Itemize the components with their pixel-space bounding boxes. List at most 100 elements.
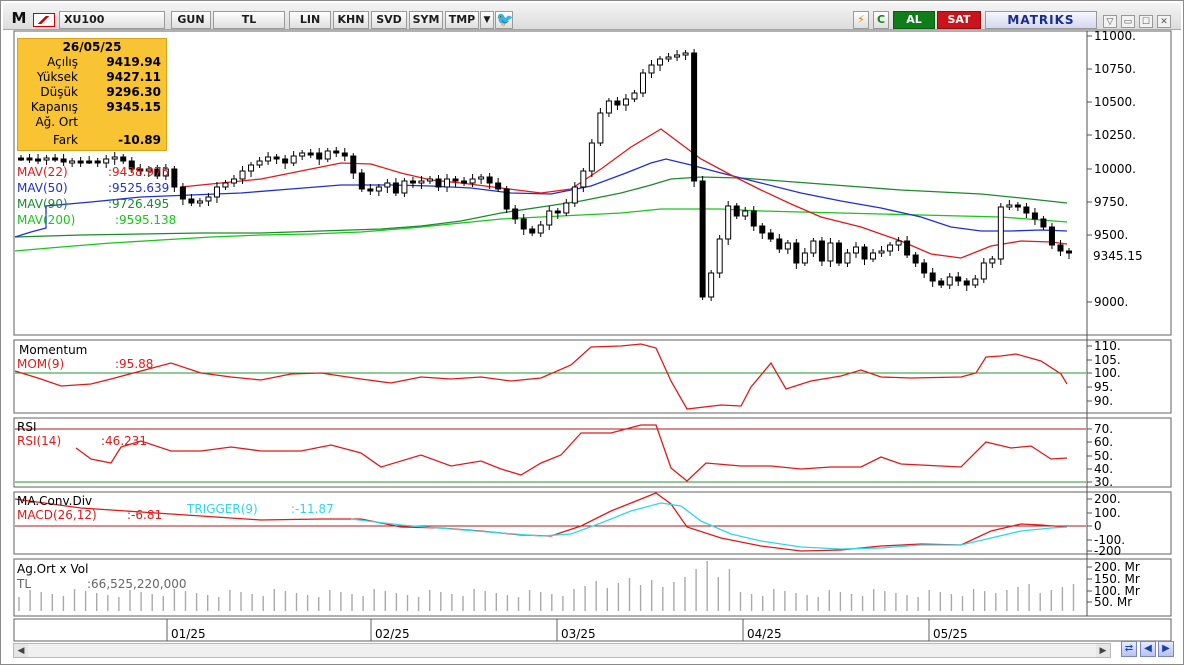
candle-body [827, 242, 834, 262]
macd-panel[interactable] [13, 491, 1172, 555]
svd-button[interactable]: SVD [371, 11, 407, 29]
x-tick-label: 05/25 [933, 627, 968, 641]
maximize-icon[interactable]: ☐ [1139, 15, 1153, 28]
last-price-label: 9345.15 [1093, 249, 1143, 263]
buy-button[interactable]: AL [893, 11, 935, 29]
close-icon[interactable]: ✕ [1157, 15, 1171, 28]
candle-body [324, 150, 331, 160]
candle-body [111, 156, 118, 160]
price-tick-label: 9000. [1094, 295, 1128, 309]
price-panel[interactable] [13, 30, 1172, 336]
mav50-label: MAV(50) [17, 181, 68, 195]
candle-body [759, 225, 766, 234]
candle-body [725, 205, 732, 240]
mav200-label: MAV(200) [17, 213, 76, 227]
candle-body [26, 157, 33, 161]
trigger-line [350, 502, 1068, 550]
candle-body [929, 272, 936, 282]
candle-body [648, 64, 655, 74]
candle-body [239, 170, 246, 180]
candle-body [120, 156, 127, 162]
open-value: 9419.94 [106, 55, 161, 69]
volume-title: Ag.Ort x Vol [17, 562, 89, 576]
candle-body [520, 218, 527, 230]
mav90-line [14, 176, 1068, 238]
period-button[interactable]: GUN [171, 11, 211, 29]
candle-body [563, 202, 570, 214]
candle-body [844, 252, 851, 264]
candle-body [852, 246, 859, 254]
close-label: Kapanış [30, 100, 78, 114]
weighted-avg-label: Ağ. Ort [35, 115, 78, 129]
mav200-line [14, 208, 1068, 252]
matriks-logo: M [11, 9, 27, 27]
momentum-tick-label: 110. [1094, 339, 1121, 353]
rsi-legend: RSI(14):46.231 [17, 434, 147, 448]
candle-body [665, 56, 672, 60]
horizontal-scrollbar[interactable]: ◀ ▶ [13, 643, 1111, 658]
scroll-left-icon[interactable]: ◀ [14, 644, 28, 657]
volume-panel[interactable] [13, 558, 1172, 617]
linear-scale-button[interactable]: LIN [289, 11, 331, 29]
candle-body [69, 160, 76, 164]
dropdown-icon[interactable]: ▽ [1103, 15, 1117, 28]
price-y-axis: 11000. 10750. 10500. 10250. 10000. 9750. 9500.… [1087, 29, 1136, 309]
symbol-selector[interactable]: XU100 [59, 11, 165, 29]
candle-body [1006, 204, 1013, 208]
lightning-icon[interactable]: ⚡ [853, 11, 869, 29]
symbol-chart-icon[interactable] [33, 13, 55, 27]
candle-body [94, 160, 101, 164]
rsi-value: :46.231 [101, 434, 148, 448]
candle-body [452, 178, 459, 182]
candle-body [742, 210, 749, 217]
x-axis: 01/25 02/25 03/25 04/25 05/25 [166, 619, 968, 641]
sell-button[interactable]: SAT [937, 11, 981, 29]
twitter-icon[interactable]: 🐦 [495, 11, 514, 29]
volume-unit: TL [17, 577, 32, 591]
momentum-panel[interactable] [13, 339, 1172, 414]
candle-body [921, 262, 928, 274]
khn-button[interactable]: KHN [333, 11, 369, 29]
price-tick-label: 11000. [1094, 29, 1136, 43]
currency-button[interactable]: TL [213, 11, 285, 29]
nav-right-icon[interactable]: ▶ [1158, 641, 1174, 657]
candle-body [571, 186, 578, 204]
rsi-panel[interactable] [13, 417, 1172, 488]
trigger-value: :-11.87 [291, 502, 334, 516]
nav-left-icon[interactable]: ◀ [1140, 641, 1156, 657]
candle-body [605, 100, 612, 114]
matriks-brand-button[interactable]: MATRIKS [985, 11, 1097, 29]
candle-body [137, 168, 144, 172]
candle-body [35, 158, 42, 162]
candle-body [469, 178, 476, 184]
candle-body [426, 178, 433, 182]
candle-body [767, 232, 774, 240]
candle-body [282, 158, 289, 164]
low-label: Düşük [40, 85, 78, 99]
mav90-label: MAV(90) [17, 197, 68, 211]
candle-body [597, 112, 604, 144]
candle-body [213, 186, 220, 198]
momentum-tick-label: 105. [1094, 353, 1121, 367]
macd-legend: MACD(26,12):-6.81 [17, 508, 162, 522]
sym-button[interactable]: SYM [409, 11, 443, 29]
momentum-value: :95.88 [115, 357, 154, 371]
scroll-right-icon[interactable]: ▶ [1096, 644, 1110, 657]
open-label: Açılış [47, 55, 78, 69]
momentum-line [14, 343, 1068, 410]
candle-body [614, 100, 621, 106]
candle-body [682, 52, 689, 56]
minimize-icon[interactable]: ▭ [1121, 15, 1135, 28]
candle-body [870, 252, 877, 260]
macd-tick-label: 100. [1094, 506, 1121, 520]
refresh-icon[interactable]: C [873, 11, 889, 29]
high-value: 9427.11 [106, 70, 161, 84]
candle-body [835, 242, 842, 264]
x-tick-label: 04/25 [747, 627, 782, 641]
sync-icon[interactable]: ⇄ [1121, 641, 1137, 657]
template-dropdown-icon[interactable]: ▼ [480, 11, 494, 29]
template-button[interactable]: TMP [445, 11, 479, 29]
trigger-legend: TRIGGER(9):-11.87 [187, 502, 334, 516]
candle-body [350, 155, 357, 174]
